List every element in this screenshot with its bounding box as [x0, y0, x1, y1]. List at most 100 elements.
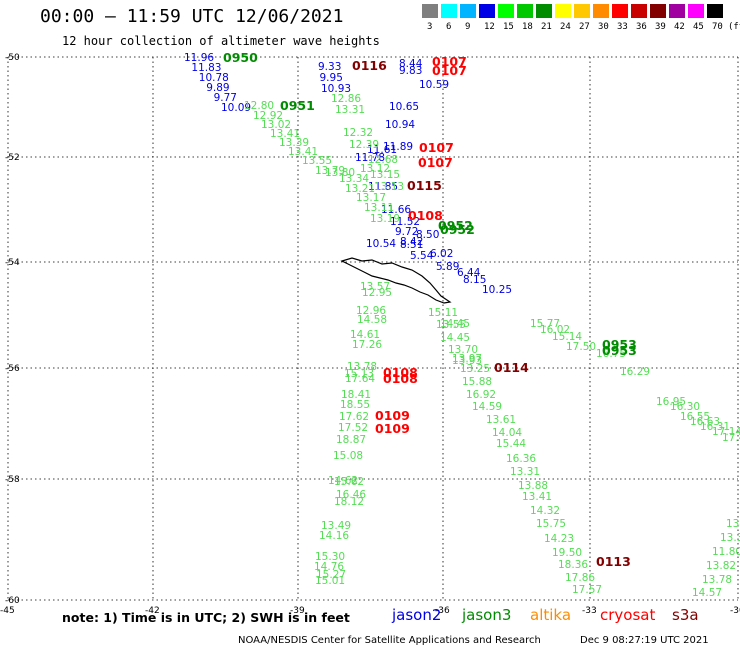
pass-time-label: 0953	[602, 343, 637, 358]
latitude-label: -54	[5, 258, 20, 268]
legend-swatch	[517, 4, 533, 18]
jason3-swh-value: 13.13	[374, 181, 404, 193]
latitude-label: -50	[5, 53, 20, 63]
legend-swatch	[650, 4, 666, 18]
latitude-label: -60	[5, 596, 20, 606]
legend-swatch	[441, 4, 457, 18]
jason3-swh-value: 15.13	[344, 368, 374, 380]
jason3-swh-value: 13.02	[261, 119, 291, 131]
longitude-label: -45	[0, 606, 15, 616]
jason3-swh-value: 16.63	[690, 416, 720, 428]
jason3-swh-value: 13.34	[339, 173, 369, 185]
jason3-swh-value: 15.88	[462, 376, 492, 388]
jason3-swh-value: 13.31	[335, 104, 365, 116]
longitude-label: -30	[730, 606, 740, 616]
jason3-swh-value: 17.86	[565, 572, 595, 584]
jason2-swh-value: 5.54	[410, 250, 434, 262]
jason3-swh-value: 14.32	[530, 505, 560, 517]
south-georgia-island-outline	[340, 257, 452, 304]
jason3-swh-value: 13.41	[522, 491, 552, 503]
jason3-swh-value: 18.12	[334, 496, 364, 508]
pass-time-label: 0115	[407, 178, 442, 193]
pass-time-label: 0952	[440, 222, 475, 237]
jason3-swh-value: 14.45	[440, 318, 470, 330]
jason2-swh-value: 11.96	[184, 52, 214, 64]
jason3-swh-value: 12.39	[349, 139, 379, 151]
legend-bin-label: 70	[712, 22, 723, 32]
latitude-label: -52	[5, 153, 20, 163]
jason3-swh-value: 13.25	[460, 363, 490, 375]
jason2-swh-value: 10.59	[419, 79, 449, 91]
jason3-swh-value: 13.78	[702, 574, 732, 586]
legend-bin-label: 42	[674, 22, 685, 32]
legend-swatch	[669, 4, 685, 18]
pass-time-label: 0953	[602, 337, 637, 352]
jason3-swh-value: 14.59	[472, 401, 502, 413]
jason2-swh-value: 9.77	[214, 92, 237, 104]
jason3-swh-value: 13.49	[321, 520, 351, 532]
jason2-swh-value: 8.44	[399, 58, 423, 70]
jason3-swh-value: 18.36	[558, 559, 588, 571]
jason3-swh-value: 13.55	[302, 155, 332, 167]
legend-swatch	[631, 4, 647, 18]
pass-time-label: 0950	[223, 50, 258, 65]
jason3-swh-value: 14.61	[350, 329, 380, 341]
legend-swatch	[612, 4, 628, 18]
pass-time-label: 0113	[596, 554, 631, 569]
jason2-swh-value: 9.95	[320, 72, 343, 84]
legend-swatch	[498, 4, 514, 18]
jason3-swh-value: 18.55	[340, 399, 370, 411]
jason3-swh-value: 13.80	[325, 167, 355, 179]
jason3-swh-value: 17.57	[572, 584, 602, 596]
jason3-swh-value: 12.96	[356, 305, 386, 317]
jason3-swh-value: 12.92	[253, 110, 283, 122]
jason2-swh-value: 8.51	[400, 239, 423, 251]
jason3-swh-value: 17.62	[339, 411, 369, 423]
jason3-swh-value: 15.62	[334, 476, 364, 488]
jason2-swh-value: 10.09	[221, 102, 251, 114]
pass-time-label: 0107	[432, 54, 467, 69]
jason3-swh-value: 11.80	[712, 546, 740, 558]
jason2-swh-value: 10.94	[385, 119, 415, 131]
pass-time-label: 0114	[494, 360, 529, 375]
legend-bin-label: 36	[636, 22, 647, 32]
jason2-swh-value: 10.78	[199, 72, 229, 84]
jason3-swh-value: 13.82	[706, 560, 736, 572]
jason2-swh-value: 10.54	[366, 238, 396, 250]
jason3-swh-value: 12.68	[368, 154, 398, 166]
jason3-swh-value: 12.95	[362, 287, 392, 299]
jason2-swh-value: 11.83	[191, 62, 221, 74]
jason3-swh-value: 13.78	[347, 361, 377, 373]
jason3-swh-value: 14.62	[328, 475, 358, 487]
jason3-swh-value: 16.29	[620, 366, 650, 378]
legend-bin-label: 9	[465, 22, 471, 32]
jason3-swh-value: 15.08	[333, 450, 363, 462]
pass-time-label: 0107	[419, 140, 454, 155]
jason2-swh-value: 11.78	[355, 152, 385, 164]
legend-swatch	[574, 4, 590, 18]
legend-swatch	[688, 4, 704, 18]
legend-swatch	[593, 4, 609, 18]
jason2-swh-value: 9.33	[318, 61, 341, 73]
map-subtitle: 12 hour collection of altimeter wave hei…	[62, 34, 380, 48]
legend-bin-label: 18	[522, 22, 533, 32]
jason2-swh-value: 11.66	[381, 204, 411, 216]
footer-credit: NOAA/NESDIS Center for Satellite Applica…	[238, 635, 541, 646]
jason3-swh-value: 16.95	[656, 396, 686, 408]
jason3-swh-value: 13.11	[364, 202, 394, 214]
jason3-swh-value: 12.32	[343, 127, 373, 139]
legend-swatch	[707, 4, 723, 18]
jason3-swh-value: 13.41	[270, 128, 300, 140]
jason3-swh-value: 16.55	[680, 411, 710, 423]
jason3-swh-value: 17.26	[352, 339, 382, 351]
axis-labels: -50 -52 -54 -56 -58 -60-45 -42 -39 -36 -33 -30	[0, 53, 740, 616]
legend-bin-label: 30	[598, 22, 609, 32]
jason3-swh-value: 15.14	[552, 331, 582, 343]
jason3-swh-value: 13.61	[486, 414, 516, 426]
jason3-swh-value: 13.88	[518, 480, 548, 492]
satellite-tracks: 11.9611.8310.789.899.7710.099.339.9510.9…	[184, 50, 740, 599]
jason3-swh-value: 15.75	[536, 518, 566, 530]
legend-unit-label: (ft)	[728, 22, 740, 32]
jason3-swh-value: 13.57	[360, 281, 390, 293]
latitude-label: -56	[5, 364, 20, 374]
